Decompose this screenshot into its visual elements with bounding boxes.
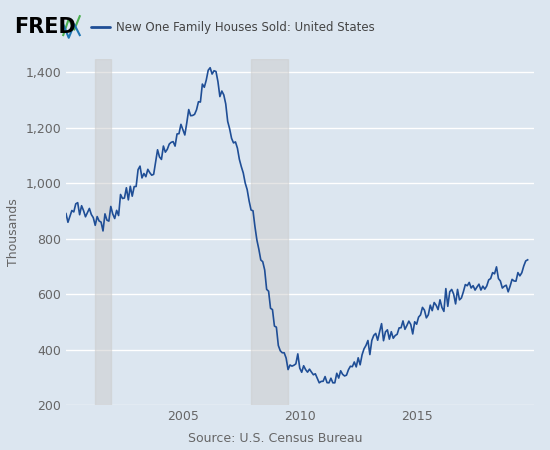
Bar	[251, 58, 288, 405]
Bar	[95, 58, 111, 405]
Y-axis label: Thousands: Thousands	[7, 198, 20, 266]
Text: Source: U.S. Census Bureau: Source: U.S. Census Bureau	[188, 432, 362, 446]
Text: FRED: FRED	[14, 17, 75, 37]
Text: New One Family Houses Sold: United States: New One Family Houses Sold: United State…	[116, 21, 374, 33]
